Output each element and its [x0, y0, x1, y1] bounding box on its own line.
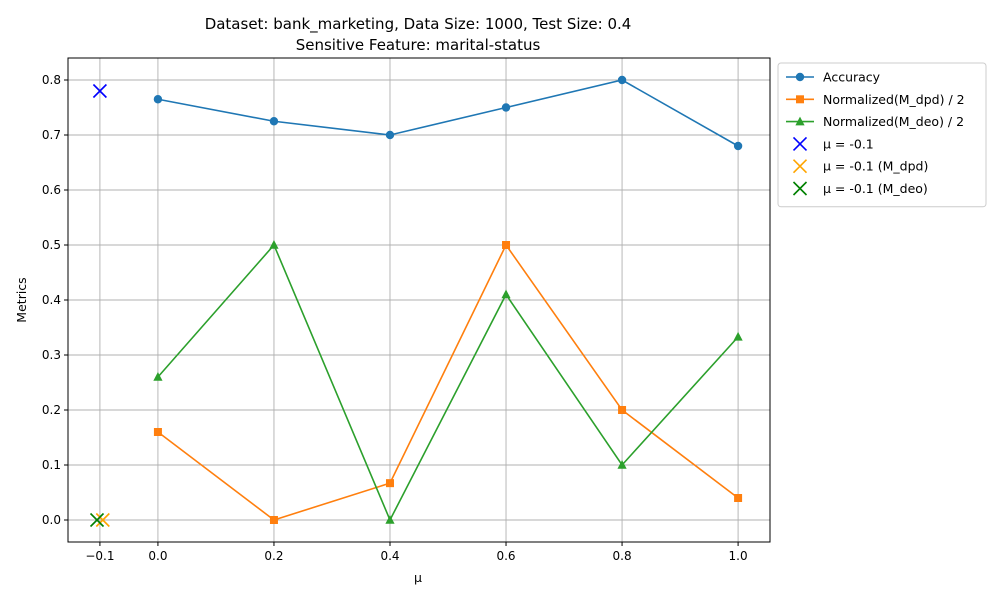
- legend-swatch-marker: [792, 181, 808, 196]
- series-line-2: [157, 243, 739, 521]
- legend-swatch-marker: [795, 72, 805, 82]
- chart-title-line-2: Sensitive Feature: marital-status: [296, 36, 541, 54]
- x-tick-label: 0.4: [380, 549, 399, 563]
- highlight-point-1: [92, 83, 107, 99]
- series-layer: [153, 75, 743, 524]
- legend-label: μ = -0.1: [823, 136, 874, 151]
- series-line-3: [157, 243, 739, 522]
- series-1-point: [617, 75, 627, 85]
- x-tick-label: −0.1: [85, 549, 114, 563]
- legend-label: Normalized(M_deo) / 2: [823, 114, 964, 129]
- highlight-point-3: [89, 512, 105, 528]
- legend-swatch-marker: [792, 136, 808, 151]
- x-tick-label: 1.0: [729, 549, 748, 563]
- series-3-point: [153, 372, 163, 381]
- axes: −0.1 0.0 0.2 0.4 0.6 0.8 1.0 0.0 0.1 0.2 0.3 0.4 0.5…: [42, 57, 771, 563]
- legend-swatch-marker: [795, 116, 805, 126]
- legend-label: Normalized(M_dpd) / 2: [823, 92, 965, 107]
- series-3-point: [617, 460, 627, 469]
- series-1-point: [385, 130, 395, 140]
- y-tick-label: 0.5: [42, 238, 61, 252]
- highlight-point-2: [95, 512, 110, 528]
- highlight-points: [89, 83, 110, 528]
- grid: [68, 58, 770, 542]
- y-axis-label: Metrics: [14, 277, 29, 322]
- x-tick-label: 0.8: [613, 549, 632, 563]
- series-2-point: [734, 494, 743, 502]
- legend: Accuracy Normalized(M_dpd) / 2 Normalized(…: [777, 62, 987, 208]
- chart-title-line-1: Dataset: bank_marketing, Data Size: 1000…: [205, 15, 632, 34]
- series-line-1: [157, 79, 739, 147]
- x-axis-label: μ: [414, 570, 422, 585]
- series-2-point: [385, 479, 394, 488]
- series-3-point: [269, 240, 279, 249]
- series-3-point: [733, 331, 743, 341]
- legend-label: Accuracy: [823, 70, 881, 85]
- series-2-point: [618, 406, 627, 414]
- y-tick-label: 0.1: [42, 458, 61, 472]
- legend-swatch-marker: [792, 159, 808, 174]
- y-tick-label: 0.6: [42, 183, 61, 197]
- legend-box: [777, 62, 987, 208]
- y-tick-label: 0.7: [42, 128, 61, 142]
- y-tick-label: 0.2: [42, 403, 61, 417]
- x-tick-label: 0.2: [264, 549, 283, 563]
- series-3-point: [501, 289, 511, 299]
- x-tick-label: 0.0: [148, 549, 167, 563]
- series-2-point: [269, 516, 278, 524]
- x-tick-label: 0.6: [496, 549, 515, 563]
- series-3-point: [385, 515, 395, 524]
- series-1-point: [153, 95, 163, 104]
- series-1-point: [733, 141, 743, 151]
- y-tick-label: 0.3: [42, 348, 61, 362]
- y-tick-label: 0.4: [42, 293, 61, 307]
- series-1-point: [501, 103, 511, 112]
- series-1-point: [269, 117, 279, 126]
- legend-swatch-marker: [796, 95, 804, 104]
- y-tick-label: 0.0: [42, 513, 61, 527]
- y-tick-label: 0.8: [42, 73, 61, 87]
- legend-label: μ = -0.1 (M_dpd): [823, 159, 928, 174]
- series-2-point: [153, 428, 162, 436]
- series-2-point: [502, 241, 511, 249]
- legend-label: μ = -0.1 (M_deo): [823, 181, 928, 196]
